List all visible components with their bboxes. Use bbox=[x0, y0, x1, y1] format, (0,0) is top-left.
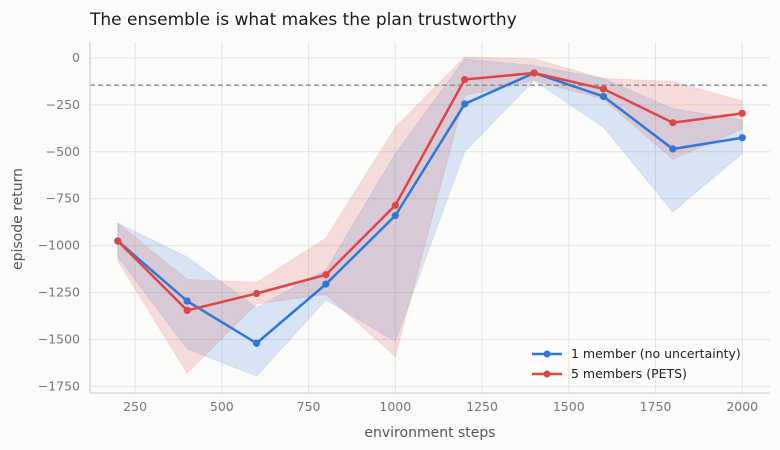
grid bbox=[90, 42, 770, 393]
uncertainty-bands bbox=[117, 56, 743, 377]
y-axis-label: episode return bbox=[10, 168, 26, 270]
x-tick-label: 500 bbox=[210, 399, 234, 414]
y-tick-label: −1750 bbox=[38, 378, 80, 393]
legend: 1 member (no uncertainty) 5 members (PET… bbox=[532, 346, 741, 381]
x-tick-label: 2000 bbox=[726, 399, 758, 414]
x-tick-label: 250 bbox=[123, 399, 147, 414]
series-lines bbox=[114, 69, 746, 347]
data-point-series-2 bbox=[669, 119, 677, 127]
legend-marker bbox=[543, 350, 551, 358]
x-tick-label: 750 bbox=[297, 399, 321, 414]
uncertainty-band-series-2 bbox=[117, 56, 743, 375]
x-tick-label: 1500 bbox=[553, 399, 585, 414]
x-tick-label: 1000 bbox=[379, 399, 411, 414]
data-point-series-2 bbox=[114, 237, 122, 245]
data-point-series-2 bbox=[183, 306, 191, 315]
series-line-2 bbox=[116, 71, 744, 312]
data-point-series-1 bbox=[252, 339, 261, 347]
data-point-series-2 bbox=[461, 75, 469, 84]
y-tick-label: −1000 bbox=[38, 238, 80, 253]
data-point-series-1 bbox=[391, 212, 399, 220]
y-tick-label: −1250 bbox=[38, 285, 80, 300]
legend-label: 5 members (PETS) bbox=[571, 366, 687, 381]
series-line-1 bbox=[116, 71, 744, 345]
legend-item-1-member: 1 member (no uncertainty) bbox=[532, 346, 741, 361]
data-point-series-2 bbox=[252, 289, 261, 298]
y-tick-label: −250 bbox=[46, 97, 80, 112]
y-tick-label: −500 bbox=[46, 144, 80, 159]
legend-marker bbox=[543, 370, 551, 378]
data-point-series-1 bbox=[599, 92, 608, 101]
x-axis-label: environment steps bbox=[364, 425, 495, 441]
data-point-series-2 bbox=[391, 201, 399, 209]
x-tick-label: 1250 bbox=[466, 399, 498, 414]
data-point-series-1 bbox=[461, 100, 469, 108]
legend-item-5-members: 5 members (PETS) bbox=[532, 366, 687, 381]
data-point-series-1 bbox=[183, 297, 191, 305]
uncertainty-band-series-1 bbox=[117, 58, 743, 377]
data-point-series-2 bbox=[738, 109, 746, 117]
data-point-series-2 bbox=[322, 271, 330, 279]
legend-label: 1 member (no uncertainty) bbox=[571, 346, 741, 361]
data-point-series-2 bbox=[530, 69, 538, 77]
data-point-series-2 bbox=[599, 85, 608, 93]
data-point-series-1 bbox=[738, 134, 746, 142]
y-tick-label: 0 bbox=[72, 50, 80, 65]
y-tick-label: −1500 bbox=[38, 332, 80, 347]
chart-title: The ensemble is what makes the plan trus… bbox=[89, 10, 517, 30]
data-point-series-1 bbox=[669, 145, 677, 153]
y-tick-label: −750 bbox=[46, 191, 80, 206]
x-tick-label: 1750 bbox=[640, 399, 672, 414]
axes: 250 500 750 1000 1250 1500 1750 2000 0 −250 −500 −7… bbox=[38, 42, 770, 414]
data-point-series-1 bbox=[322, 280, 330, 288]
